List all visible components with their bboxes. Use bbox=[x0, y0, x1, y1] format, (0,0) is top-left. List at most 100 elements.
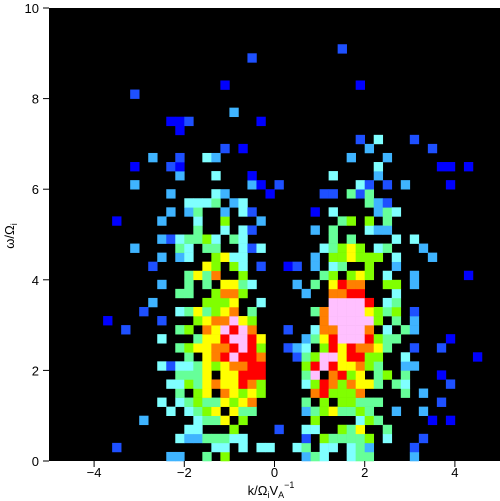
heatmap-cell bbox=[328, 252, 338, 262]
heatmap-cell bbox=[175, 397, 185, 407]
y-ticks: 0 2 4 6 8 10 bbox=[25, 1, 49, 469]
heatmap-cell bbox=[373, 243, 384, 253]
heatmap-cell bbox=[247, 379, 257, 389]
heatmap-cell bbox=[310, 424, 320, 435]
heatmap-cell bbox=[220, 379, 230, 389]
heatmap-cell bbox=[346, 397, 356, 407]
heatmap-cell bbox=[382, 216, 393, 226]
heatmap-cell bbox=[238, 261, 248, 272]
heatmap-cell bbox=[427, 252, 438, 262]
heatmap-cell bbox=[373, 343, 384, 353]
heatmap-cell bbox=[400, 352, 411, 362]
heatmap-cell bbox=[319, 316, 329, 326]
heatmap-cell bbox=[301, 370, 311, 380]
heatmap-cell bbox=[355, 243, 365, 253]
heatmap-cell bbox=[166, 361, 176, 371]
heatmap-cell bbox=[211, 433, 221, 444]
heatmap-cell bbox=[382, 306, 393, 317]
heatmap-cell bbox=[382, 207, 393, 217]
heatmap-cell bbox=[184, 325, 194, 335]
heatmap-cell bbox=[211, 361, 221, 371]
heatmap-cell bbox=[355, 80, 365, 90]
heatmap-cell bbox=[382, 334, 393, 344]
heatmap-cell bbox=[409, 270, 420, 281]
y-tick-label: 0 bbox=[32, 454, 39, 469]
heatmap-cell bbox=[391, 297, 402, 308]
heatmap-cell bbox=[166, 189, 176, 199]
heatmap-cell bbox=[184, 424, 194, 435]
heatmap-cell bbox=[211, 316, 221, 326]
heatmap-cell bbox=[256, 243, 266, 253]
heatmap-cell bbox=[301, 442, 311, 453]
heatmap-cell bbox=[256, 216, 266, 226]
heatmap-cell bbox=[310, 207, 320, 217]
heatmap-cell bbox=[364, 334, 375, 344]
heatmap-cell bbox=[418, 243, 429, 253]
heatmap-cell bbox=[283, 343, 293, 353]
heatmap-cell bbox=[247, 306, 257, 317]
y-axis-title: ω/Ωi bbox=[2, 223, 19, 248]
heatmap-cell bbox=[355, 325, 365, 335]
heatmap-cell bbox=[121, 325, 131, 335]
heatmap-cell bbox=[166, 116, 176, 127]
heatmap-cell bbox=[202, 198, 212, 208]
heatmap-cell bbox=[157, 279, 167, 290]
heatmap-cell bbox=[130, 180, 140, 190]
heatmap-cell bbox=[247, 352, 257, 362]
heatmap-cell bbox=[355, 370, 365, 380]
heatmap-cell bbox=[373, 316, 384, 326]
heatmap-cell bbox=[193, 379, 203, 389]
heatmap-cell bbox=[409, 234, 420, 244]
heatmap-cell bbox=[184, 397, 194, 407]
heatmap-cell bbox=[346, 442, 356, 453]
heatmap-cell bbox=[220, 361, 230, 371]
heatmap-cell bbox=[292, 261, 302, 272]
heatmap-cell bbox=[211, 306, 221, 317]
heatmap-cell bbox=[355, 297, 365, 308]
heatmap-cell bbox=[202, 334, 212, 344]
heatmap-cell bbox=[328, 306, 338, 317]
heatmap-cell bbox=[337, 334, 347, 344]
heatmap-cell bbox=[157, 334, 167, 344]
heatmap-cell bbox=[364, 433, 375, 444]
heatmap-cell bbox=[445, 415, 456, 426]
heatmap-cell bbox=[382, 370, 393, 380]
heatmap-cell bbox=[364, 343, 375, 353]
heatmap-cell bbox=[346, 352, 356, 362]
heatmap-cell bbox=[373, 397, 384, 407]
heatmap-cell bbox=[211, 198, 221, 208]
heatmap-cell bbox=[238, 207, 248, 217]
heatmap-cell bbox=[355, 180, 365, 190]
heatmap-cell bbox=[247, 343, 257, 353]
heatmap-cell bbox=[175, 234, 185, 244]
heatmap-cell bbox=[409, 442, 420, 453]
heatmap-cell bbox=[328, 433, 338, 444]
heatmap-cell bbox=[391, 288, 402, 299]
heatmap-cell bbox=[184, 343, 194, 353]
heatmap-cell bbox=[364, 316, 375, 326]
heatmap-cell bbox=[238, 316, 248, 326]
heatmap-cell bbox=[220, 143, 230, 154]
heatmap-cell bbox=[400, 370, 411, 380]
heatmap-cell bbox=[220, 288, 230, 299]
heatmap-cell bbox=[319, 433, 329, 444]
heatmap-cell bbox=[211, 288, 221, 299]
heatmap-cell bbox=[220, 80, 230, 90]
heatmap-cell bbox=[211, 243, 221, 253]
heatmap-cell bbox=[229, 297, 239, 308]
heatmap-cell bbox=[328, 442, 338, 453]
heatmap-cell bbox=[157, 216, 167, 226]
heatmap-cell bbox=[337, 306, 347, 317]
heatmap-cell bbox=[382, 343, 393, 353]
heatmap-cell bbox=[373, 370, 384, 380]
heatmap-cell bbox=[193, 316, 203, 326]
heatmap-cell bbox=[220, 451, 230, 462]
heatmap-cell bbox=[202, 451, 212, 462]
heatmap-cell bbox=[229, 198, 239, 208]
heatmap-cell bbox=[355, 134, 365, 145]
heatmap-cell bbox=[346, 343, 356, 353]
heatmap-cell bbox=[211, 352, 221, 362]
heatmap-cell bbox=[175, 116, 185, 127]
x-tick-label: 2 bbox=[361, 465, 368, 480]
heatmap-cell bbox=[283, 325, 293, 335]
